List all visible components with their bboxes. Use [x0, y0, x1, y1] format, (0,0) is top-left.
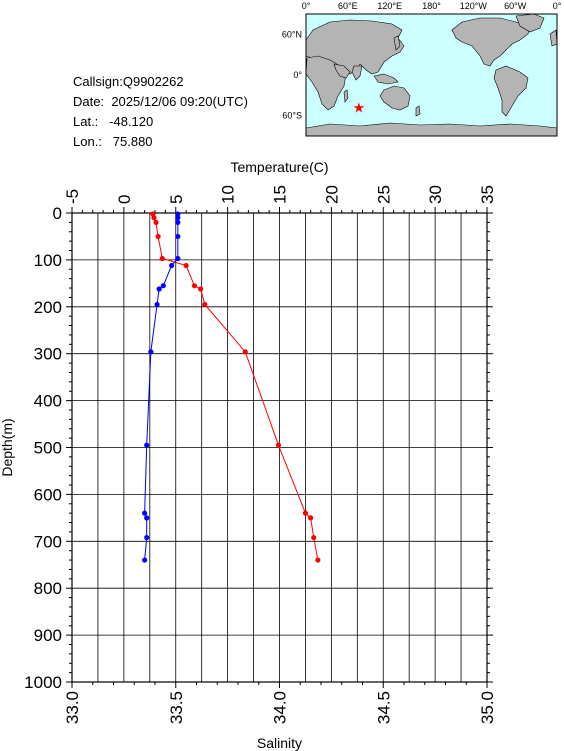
depth-tick-label: 800	[34, 579, 62, 598]
depth-tick-label: 1000	[24, 673, 62, 692]
lat-label: Lat.:	[73, 114, 99, 129]
salinity-point	[175, 255, 181, 262]
temperature-point	[275, 442, 282, 448]
station-marker-icon: ★	[353, 100, 366, 116]
salinity-tick-label: 33.0	[63, 691, 82, 724]
depth-tick-label: 100	[34, 251, 62, 270]
temperature-tick-label: 35	[478, 185, 497, 204]
chart-grid	[72, 213, 487, 682]
date-label: Date:	[73, 94, 105, 109]
salinity-point	[156, 286, 162, 292]
temperature-tick-label: 10	[219, 185, 238, 204]
salinity-tick-labels: 33.0 33.5 34.0 34.5 35.0	[63, 691, 497, 724]
lon-label: Lon.:	[73, 134, 102, 149]
salinity-point	[142, 557, 148, 563]
temperature-point	[315, 557, 321, 563]
lon-value: 75.880	[112, 134, 153, 149]
depth-tick-label: 900	[34, 626, 62, 645]
salinity-point	[175, 233, 181, 240]
salinity-tick-label: 34.5	[374, 691, 393, 724]
salinity-point	[169, 262, 175, 269]
temperature-point	[311, 534, 317, 541]
salinity-tick-label: 33.5	[167, 691, 186, 724]
depth-tick-label: 200	[34, 298, 62, 317]
map-lon-tick-label: 180°	[422, 1, 441, 11]
temperature-tick-label: 5	[167, 195, 186, 204]
depth-tick-label: 400	[34, 392, 62, 411]
map-lat-tick-label: 60°N	[282, 29, 302, 39]
map-lon-labels: 0° 60°E 120°E 180° 120°W 60°W 0°	[302, 1, 562, 11]
date-value: 2025/12/06 09:20(UTC)	[111, 94, 248, 109]
lat-value: -48.120	[109, 114, 154, 129]
salinity-axis-label: Salinity	[257, 735, 302, 751]
depth-tick-label: 300	[34, 345, 62, 364]
temperature-tick-label: 30	[426, 185, 445, 204]
temperature-tick-label: 0	[115, 195, 134, 204]
temperature-point	[202, 301, 208, 308]
salinity-point	[175, 211, 181, 217]
temperature-point	[155, 233, 161, 240]
temperature-point	[191, 283, 198, 289]
map-lat-labels: 60°N 0° 60°S	[282, 29, 303, 120]
station-info: Callsign:Q9902262 Date: 2025/12/06 09:20…	[73, 72, 248, 152]
temperature-tick-label: 25	[374, 185, 393, 204]
temperature-tick-label: 15	[271, 185, 290, 204]
depth-tick-label: 700	[34, 532, 62, 551]
lon-row: Lon.: 75.880	[73, 132, 248, 152]
salinity-profile-line	[144, 213, 179, 561]
temperature-profile-line	[152, 213, 319, 561]
map-lon-tick-label: 0°	[553, 1, 562, 11]
location-map: 0° 60°E 120°E 180° 120°W 60°W 0° 60°N 0° 60°S ★	[282, 1, 562, 137]
salinity-point	[160, 283, 166, 289]
salinity-tick-label: 34.0	[271, 691, 290, 724]
depth-tick-label: 600	[34, 485, 62, 504]
callsign-row: Callsign:Q9902262	[73, 72, 248, 92]
callsign-label: Callsign:	[73, 74, 123, 89]
temperature-tick-label: -5	[63, 189, 82, 204]
temperature-point	[151, 215, 157, 221]
map-lon-tick-label: 60°E	[338, 1, 358, 11]
temperature-point	[159, 255, 165, 262]
temperature-point	[153, 219, 159, 225]
salinity-point	[175, 215, 181, 221]
temperature-point	[302, 510, 309, 516]
temperature-point	[308, 515, 314, 521]
salinity-point	[144, 534, 150, 541]
salinity-point	[148, 349, 154, 355]
salinity-point	[142, 510, 148, 516]
depth-axis-label: Depth(m)	[0, 418, 15, 476]
callsign-value: Q9902262	[122, 74, 184, 89]
depth-tick-label: 500	[34, 439, 62, 458]
map-lon-tick-label: 60°W	[504, 1, 527, 11]
plot-frame	[71, 212, 488, 683]
map-land	[305, 13, 558, 137]
map-lon-tick-label: 120°W	[460, 1, 488, 11]
temperature-axis-label: Temperature(C)	[230, 159, 328, 175]
depth-tick-labels: 0 100 200 300 400 500 600 700 800 900 1000	[24, 204, 62, 692]
map-lon-tick-label: 120°E	[377, 1, 402, 11]
map-lon-tick-label: 0°	[302, 1, 311, 11]
chart-ticks	[66, 207, 493, 688]
temperature-point	[183, 262, 189, 269]
map-frame	[305, 13, 558, 137]
depth-tick-label: 0	[53, 204, 62, 223]
temperature-tick-labels: -5 0 5 10 15 20 25 30 35	[63, 185, 497, 204]
salinity-point	[175, 219, 181, 225]
map-lat-tick-label: 60°S	[282, 111, 302, 121]
lat-row: Lat.: -48.120	[73, 112, 248, 132]
temperature-point	[198, 286, 204, 292]
temperature-tick-label: 20	[322, 185, 341, 204]
map-lat-tick-label: 0°	[293, 70, 302, 80]
salinity-point	[154, 301, 160, 308]
salinity-point	[144, 442, 150, 448]
date-row: Date: 2025/12/06 09:20(UTC)	[73, 92, 248, 112]
profile-series	[142, 211, 321, 563]
temperature-point	[150, 211, 156, 217]
temperature-point	[242, 349, 248, 355]
salinity-point	[144, 515, 150, 521]
salinity-tick-label: 35.0	[478, 691, 497, 724]
